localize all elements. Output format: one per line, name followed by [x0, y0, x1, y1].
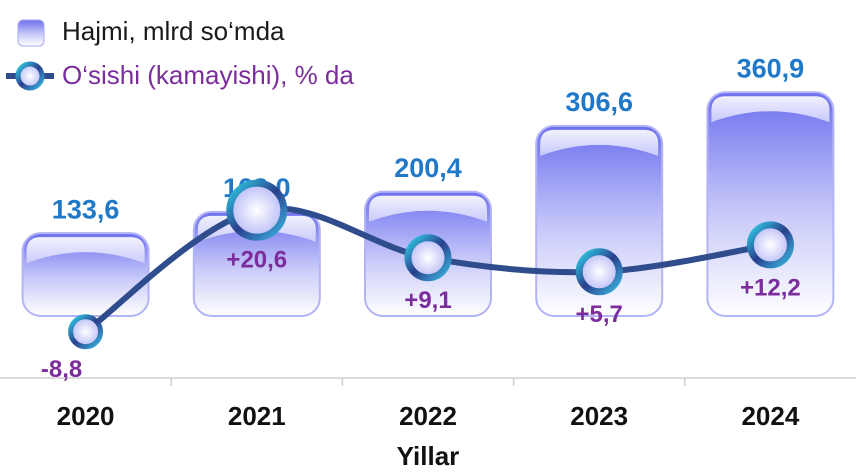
x-tick-label: 2023 [570, 401, 628, 431]
data-label: +9,1 [404, 287, 451, 314]
x-tick-label: 2024 [741, 401, 799, 431]
data-label: +5,7 [576, 301, 623, 328]
legend-marker [15, 61, 45, 91]
legend: Hajmi, mlrd so‘mda O‘sishi (kamayishi), … [6, 16, 354, 91]
bar-highlight [711, 96, 830, 123]
data-label: +12,2 [740, 274, 801, 301]
line-marker [746, 221, 794, 269]
line-marker [68, 314, 104, 350]
x-tick-label: 2021 [228, 401, 286, 431]
legend-swatch [17, 19, 45, 47]
legend-label: Hajmi, mlrd so‘mda [62, 16, 285, 46]
x-axis-label: Yillar [397, 441, 460, 471]
legend-label: O‘sishi (kamayishi), % da [62, 60, 354, 90]
bar-highlight [369, 195, 487, 222]
bar-highlight [540, 129, 659, 156]
x-tick-label: 2022 [399, 401, 457, 431]
data-label: -8,8 [41, 356, 82, 383]
bar [706, 91, 835, 317]
bar-highlight [26, 237, 145, 264]
data-label: 306,6 [565, 87, 633, 117]
x-tick-label: 2020 [57, 401, 115, 431]
data-label: +20,6 [226, 247, 287, 274]
line-marker [404, 234, 452, 282]
line-marker [575, 248, 623, 296]
line-marker [226, 179, 288, 241]
data-label: 200,4 [394, 153, 462, 183]
data-label: 360,9 [737, 53, 805, 83]
data-label: 133,6 [52, 194, 120, 224]
